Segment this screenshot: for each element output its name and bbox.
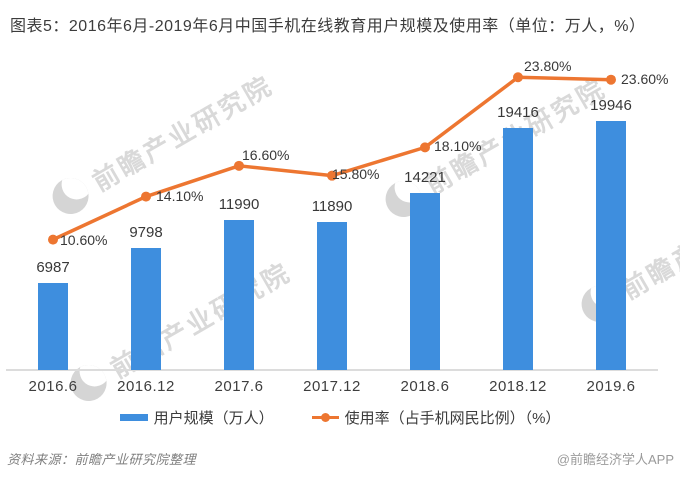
line-value-label: 16.60% — [242, 146, 290, 163]
line-point — [513, 72, 523, 83]
line-value-label: 18.10% — [434, 138, 482, 155]
bar-2018.6 — [410, 193, 440, 370]
line-value-label: 15.80% — [332, 165, 380, 182]
watermark-text: 前瞻产业研究院 — [87, 69, 279, 197]
bar-value-label: 19416 — [497, 104, 539, 121]
chart-title: 图表5：2016年6月-2019年6月中国手机在线教育用户规模及使用率（单位：万… — [10, 18, 646, 35]
line-point — [48, 234, 58, 245]
bar-value-label: 19946 — [590, 97, 632, 114]
line-point — [420, 142, 430, 153]
bar-2016.12 — [131, 248, 161, 370]
legend-line-swatch — [311, 412, 339, 422]
x-tick-label: 2019.6 — [586, 378, 636, 395]
bar-value-label: 9798 — [129, 224, 163, 241]
brand-credit: @前瞻经济学人APP — [556, 452, 674, 467]
bar-2017.12 — [317, 222, 347, 370]
qianzhan-logo-icon — [46, 171, 96, 221]
line-value-label: 23.60% — [621, 70, 669, 87]
line-point — [606, 74, 616, 85]
bar-value-label: 14221 — [404, 169, 446, 186]
legend-item-rate: 使用率（占手机网民比例）（%） — [311, 407, 561, 428]
legend-item-users: 用户规模（万人） — [119, 407, 274, 428]
source-note: 资料来源：前瞻产业研究院整理 — [7, 452, 197, 467]
bar-2019.6 — [596, 121, 626, 370]
bar-2017.6 — [224, 220, 254, 370]
line-point — [141, 191, 151, 202]
x-tick-label: 2017.6 — [214, 378, 264, 395]
x-tick-label: 2016.6 — [28, 378, 78, 395]
x-axis-line — [6, 369, 658, 371]
legend-bar-swatch — [119, 413, 148, 421]
legend: 用户规模（万人） 使用率（占手机网民比例）（%） — [0, 405, 680, 429]
bar-value-label: 6987 — [36, 259, 70, 276]
legend-bar-label: 用户规模（万人） — [153, 409, 274, 427]
x-tick-label: 2018.12 — [489, 378, 547, 395]
watermark: 前瞻产业研究院 — [574, 172, 680, 331]
x-tick-label: 2016.12 — [117, 378, 175, 395]
bar-value-label: 11990 — [218, 196, 260, 213]
legend-line-label: 使用率（占手机网民比例）（%） — [344, 409, 561, 427]
bar-2018.12 — [503, 128, 533, 370]
line-value-label: 23.80% — [524, 58, 572, 75]
bar-2016.6 — [38, 283, 68, 370]
x-tick-label: 2017.12 — [303, 378, 361, 395]
bar-value-label: 11890 — [311, 198, 353, 215]
x-tick-label: 2018.6 — [400, 378, 450, 395]
